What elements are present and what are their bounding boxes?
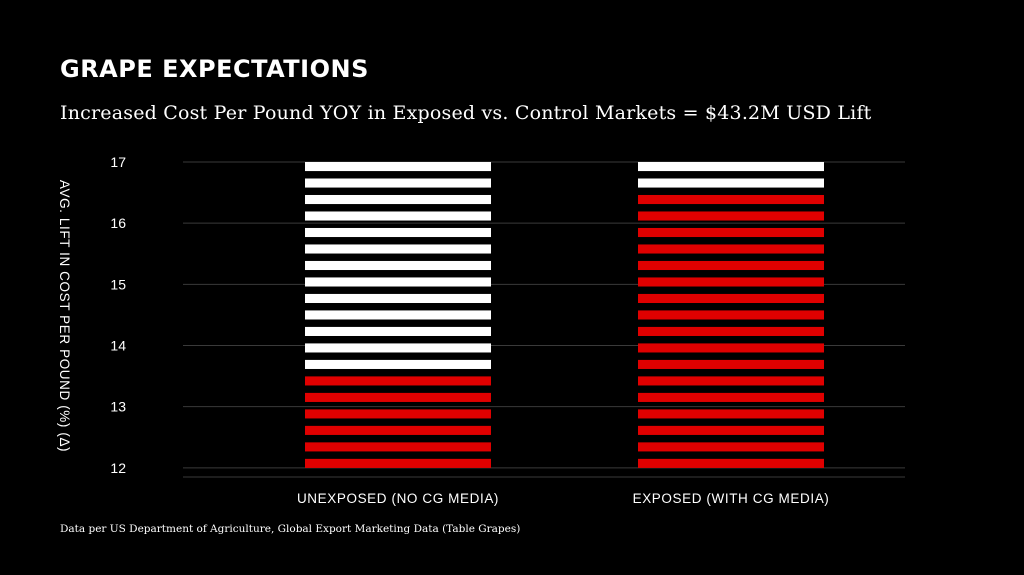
bar-stripe-value	[638, 227, 824, 238]
bar-stripe-value	[305, 392, 491, 402]
bar-stripe-value	[305, 425, 491, 435]
bar-stripe-track	[305, 260, 491, 271]
y-axis-ticks: 12 13 14 15 16 17	[110, 154, 126, 476]
y-tick-label: 12	[110, 460, 126, 476]
bar-stripe-track	[638, 162, 824, 172]
bar-unexposed	[305, 162, 491, 468]
bar-stripe-value	[305, 442, 491, 452]
bar-stripe-value	[638, 326, 824, 336]
bar-stripe-value	[638, 277, 824, 287]
bar-stripe-value	[638, 343, 824, 353]
bar-stripe-track	[638, 178, 824, 188]
y-tick-label: 15	[110, 276, 126, 292]
bar-chart: 12 13 14 15 16 17 UNEXPOSED (NO CG MEDIA) EXPO…	[57, 154, 905, 506]
bar-stripe-value	[305, 458, 491, 468]
bar-stripe-track	[305, 293, 491, 304]
bar-stripe-track	[305, 326, 491, 336]
bar-stripe-value	[305, 376, 491, 386]
bar-stripe-track	[305, 310, 491, 320]
bar-stripe-value	[638, 425, 824, 435]
bar-stripe-track	[305, 343, 491, 353]
bar-stripe-track	[305, 244, 491, 254]
bar-stripe-value	[638, 310, 824, 320]
bar-exposed	[638, 162, 824, 468]
page-title: GRAPE EXPECTATIONS	[60, 55, 369, 83]
bar-stripe-value	[638, 458, 824, 468]
bar-stripe-value	[638, 376, 824, 386]
y-tick-label: 16	[110, 215, 126, 231]
bar-stripe-track	[305, 211, 491, 221]
bar-stripe-value	[305, 409, 491, 419]
bar-stripe-value	[638, 293, 824, 304]
bars	[305, 162, 824, 468]
bar-stripe-track	[305, 162, 491, 172]
chart-subtitle: Increased Cost Per Pound YOY in Exposed …	[60, 102, 872, 124]
bar-stripe-value	[638, 392, 824, 402]
bar-stripe-value	[638, 194, 824, 205]
y-tick-label: 17	[110, 154, 126, 170]
bar-stripe-value	[638, 211, 824, 221]
bar-stripe-track	[305, 359, 491, 369]
x-axis-categories: UNEXPOSED (NO CG MEDIA) EXPOSED (WITH CG …	[297, 491, 829, 506]
source-note: Data per US Department of Agriculture, G…	[60, 523, 521, 535]
y-tick-label: 13	[110, 399, 126, 415]
bar-stripe-track	[305, 227, 491, 238]
y-tick-label: 14	[110, 337, 126, 353]
bar-stripe-value	[638, 260, 824, 271]
bar-stripe-value	[638, 409, 824, 419]
x-category-label: UNEXPOSED (NO CG MEDIA)	[297, 491, 499, 506]
y-axis-title: AVG. LIFT IN COST PER POUND (%) (Δ)	[57, 180, 72, 452]
bar-stripe-track	[305, 194, 491, 205]
bar-stripe-value	[638, 244, 824, 254]
bar-stripe-track	[305, 178, 491, 188]
bar-stripe-track	[305, 277, 491, 287]
bar-stripe-value	[638, 359, 824, 369]
bar-stripe-value	[638, 442, 824, 452]
x-category-label: EXPOSED (WITH CG MEDIA)	[633, 491, 830, 506]
